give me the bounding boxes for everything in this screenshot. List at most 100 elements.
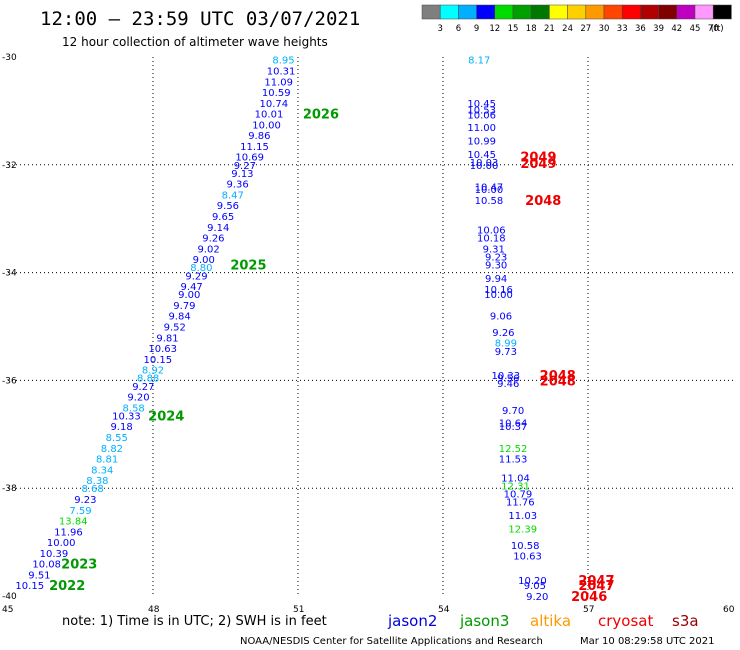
wave-height-value: 11.04 (501, 473, 530, 484)
wave-height-value: 8.81 (96, 455, 118, 466)
wave-height-value: 10.63 (148, 344, 177, 355)
wave-height-value: 10.79 (504, 490, 533, 501)
color-scale-label: 42 (671, 24, 682, 34)
y-tick-label: -36 (2, 376, 17, 386)
color-swatch (458, 4, 477, 20)
wave-height-value: 10.69 (235, 153, 264, 164)
x-tick-label: 48 (148, 605, 160, 615)
wave-height-value: 9.56 (217, 201, 239, 212)
footer-note: note: 1) Time is in UTC; 2) SWH is in fe… (62, 614, 327, 629)
wave-height-value: 9.81 (156, 333, 178, 344)
wave-height-value: 10.00 (470, 161, 499, 172)
wave-height-value: 10.63 (513, 552, 542, 563)
wave-height-value: 11.76 (506, 498, 535, 509)
satellite-legend: jason2 jason3 altika cryosat s3a (387, 612, 699, 630)
wave-height-value: 8.34 (91, 465, 113, 476)
chart-title: 12:00 – 23:59 UTC 03/07/2021 (40, 8, 360, 30)
cycle-number-label: 2046 (571, 590, 607, 605)
wave-height-value: 10.06 (467, 111, 496, 122)
y-tick-label: -34 (2, 269, 17, 279)
wave-height-value: 9.51 (28, 570, 50, 581)
footer-credit: NOAA/NESDIS Center for Satellite Applica… (240, 636, 543, 647)
wave-height-value: 9.14 (207, 223, 229, 234)
color-swatch (621, 4, 641, 20)
wave-height-value: 9.56 (497, 374, 519, 385)
color-swatch (530, 4, 550, 20)
satellite-legend-altika: altika (530, 612, 571, 630)
color-swatch (676, 4, 696, 20)
wave-height-value: 9.00 (193, 255, 215, 266)
wave-height-value: 10.74 (260, 99, 289, 110)
wave-height-value: 10.39 (40, 549, 69, 560)
cycle-number-label: 2049 (520, 157, 556, 172)
wave-height-value: 9.52 (164, 323, 186, 334)
color-scale-label: 15 (508, 24, 519, 34)
axis-tick-labels: -30 -32 -34 -36 -38 -40 45 48 51 54 57 60 (2, 53, 735, 615)
wave-height-points: 8.9510.3111.0910.5910.7410.0110.009.8611… (15, 56, 548, 603)
satellite-legend-s3a: s3a (672, 612, 699, 630)
wave-height-value: 10.37 (499, 422, 528, 433)
color-swatch (712, 4, 732, 20)
satellite-legend-jason3: jason3 (459, 612, 509, 630)
color-scale-legend: 3 6 9 12 15 18 21 24 27 30 33 36 39 42 45 70(ft) (421, 4, 732, 34)
wave-height-value: 7.59 (69, 506, 91, 517)
wave-height-value: 10.64 (499, 418, 528, 429)
wave-height-value: 11.15 (240, 142, 269, 153)
color-scale-label: 9 (474, 24, 479, 34)
wave-height-value: 8.99 (495, 339, 517, 350)
satellite-legend-jason2: jason2 (387, 612, 437, 630)
wave-height-value: 9.26 (492, 328, 514, 339)
wave-height-value: 8.95 (272, 56, 294, 67)
wave-height-value: 11.96 (54, 527, 83, 538)
cycle-number-label: 2048 (525, 194, 561, 209)
wave-height-value: 10.16 (484, 285, 513, 296)
wave-height-value: 8.88 (137, 374, 159, 385)
x-tick-label: 45 (2, 605, 13, 615)
color-scale-label: 21 (544, 24, 555, 34)
wave-height-value: 8.92 (142, 366, 164, 377)
color-swatch (585, 4, 605, 20)
cycle-number-label: 2047 (578, 579, 614, 594)
x-tick-label: 51 (293, 605, 304, 615)
wave-height-value: 10.08 (32, 560, 61, 571)
color-swatch (512, 4, 532, 20)
wave-height-value: 9.20 (127, 393, 149, 404)
wave-height-value: 9.00 (178, 290, 200, 301)
wave-height-value: 9.20 (526, 592, 548, 603)
satellite-legend-cryosat: cryosat (598, 612, 653, 630)
wave-height-value: 10.18 (477, 234, 506, 245)
y-tick-label: -40 (2, 592, 17, 602)
wave-height-value: 9.18 (110, 422, 132, 433)
wave-height-value: 10.31 (267, 66, 296, 77)
wave-height-value: 9.31 (483, 244, 505, 255)
wave-height-value: 9.13 (231, 169, 253, 180)
color-scale-label: 12 (489, 24, 500, 34)
cycle-number-label: 2047 (578, 574, 614, 589)
wave-height-value: 8.80 (190, 263, 212, 274)
color-swatch (567, 4, 587, 20)
color-scale-label: 70 (708, 24, 719, 34)
wave-height-value: 9.84 (168, 312, 190, 323)
wave-height-value: 9.06 (490, 312, 512, 323)
color-swatch (640, 4, 659, 20)
wave-height-value: 10.45 (467, 99, 496, 110)
cycle-number-label: 2024 (148, 409, 184, 424)
wave-height-value: 10.45 (467, 150, 496, 161)
color-scale-label: 39 (653, 24, 664, 34)
wave-height-value: 10.00 (252, 120, 281, 131)
cycle-number-label: 2049 (520, 151, 556, 166)
wave-height-value: 8.68 (81, 484, 103, 495)
wave-height-value: 10.53 (467, 105, 496, 116)
wave-height-value: 9.27 (234, 161, 256, 172)
wave-height-value: 12.39 (508, 525, 537, 536)
wave-height-value: 9.79 (173, 301, 195, 312)
wave-height-value: 10.06 (477, 225, 506, 236)
cycle-number-label: 2048 (540, 374, 576, 389)
wave-height-value: 10.58 (511, 541, 540, 552)
wave-height-value: 10.33 (112, 411, 141, 422)
wave-height-value: 11.09 (264, 77, 293, 88)
wave-height-value: 10.00 (47, 538, 76, 549)
color-scale-label: 36 (635, 24, 646, 34)
wave-height-value: 10.58 (475, 196, 504, 207)
